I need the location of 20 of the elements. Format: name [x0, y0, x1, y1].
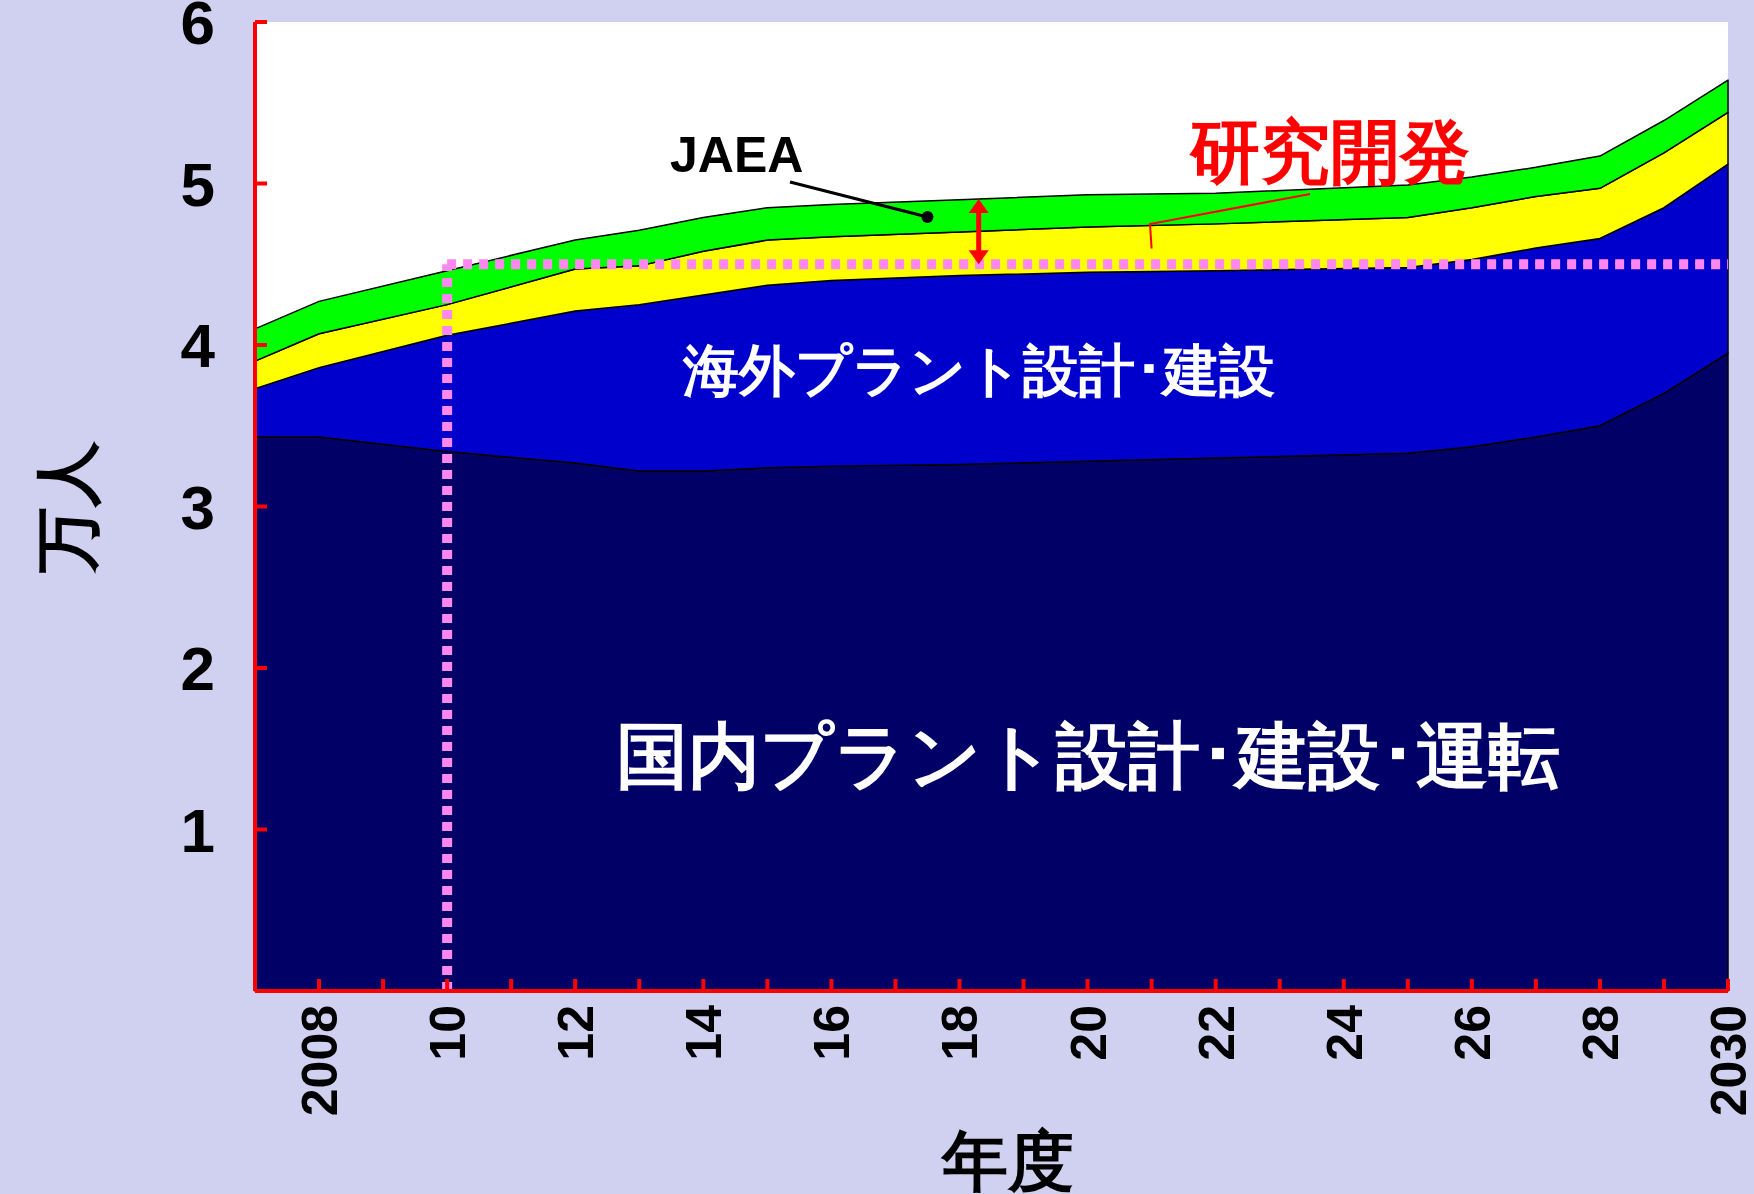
x-tick-label: 20	[1060, 1005, 1117, 1061]
x-tick-label: 14	[676, 1004, 733, 1061]
y-tick-label: 1	[180, 795, 215, 865]
y-axis-title: 万人	[30, 440, 104, 574]
y-tick-label: 3	[180, 472, 215, 542]
x-tick-label: 2008	[292, 1005, 349, 1117]
x-tick-label: 24	[1316, 1004, 1373, 1061]
y-tick-label: 2	[180, 634, 215, 703]
x-tick-label: 2030	[1701, 1005, 1754, 1117]
y-tick-label: 4	[180, 311, 216, 380]
x-tick-label: 10	[420, 1005, 477, 1061]
x-tick-label: 18	[932, 1005, 989, 1061]
y-tick-label: 6	[180, 0, 215, 57]
x-axis-title: 年度	[939, 1124, 1074, 1194]
x-tick-label: 26	[1444, 1005, 1501, 1061]
x-tick-label: 28	[1572, 1005, 1629, 1061]
y-tick-label: 5	[180, 149, 215, 219]
x-tick-label: 12	[548, 1005, 605, 1061]
x-tick-label: 16	[804, 1005, 861, 1061]
x-tick-label: 22	[1188, 1005, 1245, 1061]
